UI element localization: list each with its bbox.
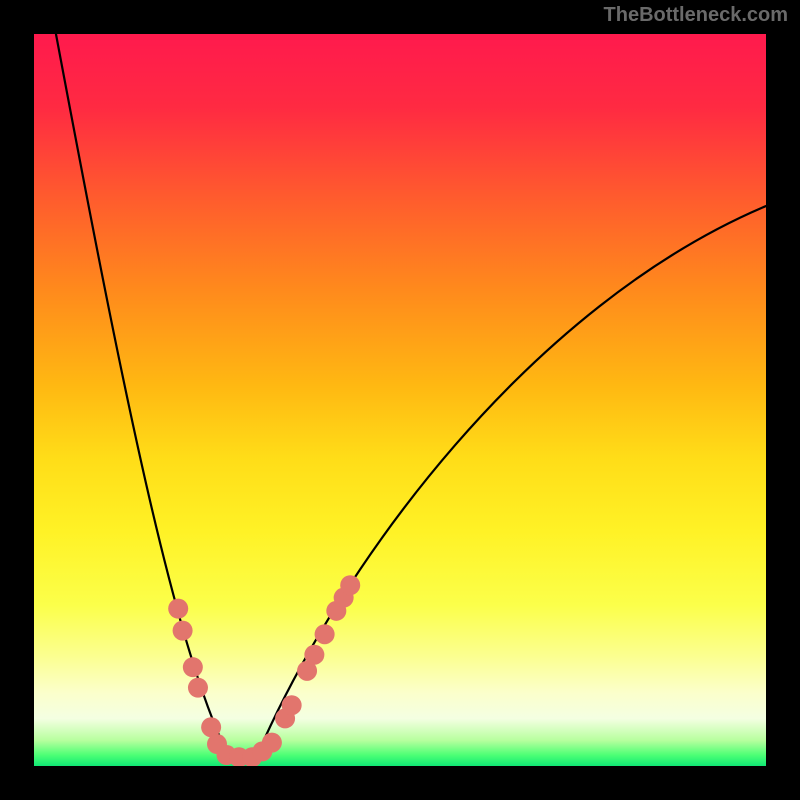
watermark-text: TheBottleneck.com (604, 4, 788, 27)
chart-container: TheBottleneck.com (0, 0, 800, 800)
data-marker (168, 599, 188, 619)
data-marker (282, 695, 302, 715)
plot-area (34, 34, 766, 766)
data-marker (304, 645, 324, 665)
data-marker (183, 657, 203, 677)
data-marker (262, 733, 282, 753)
bottleneck-chart-svg (34, 34, 766, 766)
data-marker (188, 678, 208, 698)
data-marker (173, 621, 193, 641)
data-marker (315, 624, 335, 644)
data-marker (340, 575, 360, 595)
gradient-background (34, 34, 766, 766)
